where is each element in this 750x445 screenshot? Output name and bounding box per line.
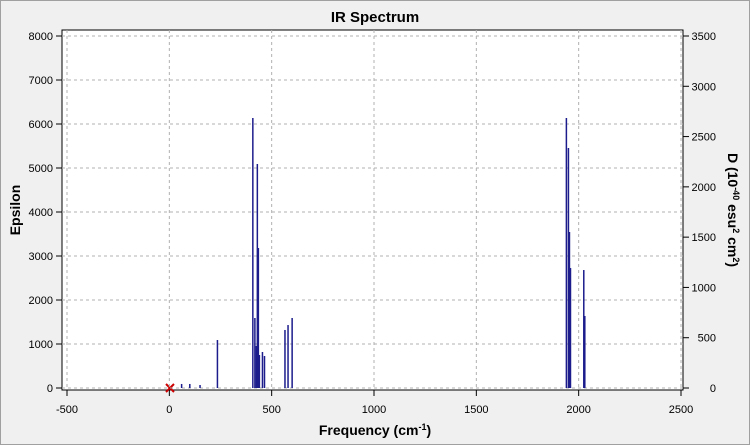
y-tick-label: 2000 <box>29 295 53 307</box>
y2label-part: -40 <box>731 187 741 200</box>
x-tick-label: 2000 <box>566 404 590 416</box>
y2-tick-label: 2000 <box>692 182 716 194</box>
x-tick-label: -500 <box>56 404 78 416</box>
xlabel-part: -1 <box>418 422 426 432</box>
x-tick-label: 2500 <box>669 404 693 416</box>
chart-title: IR Spectrum <box>331 9 419 26</box>
xlabel-part: Frequency (cm <box>319 422 419 438</box>
y2label-part: 2 <box>731 228 741 233</box>
y-tick-label: 1000 <box>29 339 53 351</box>
x-tick-label: 0 <box>166 404 172 416</box>
y2-axis-label: D (10-40 esu2 cm2) <box>725 153 741 267</box>
y-tick-label: 0 <box>47 383 53 395</box>
y-axis-label: Epsilon <box>7 185 23 236</box>
y2label-part: 2 <box>731 257 741 262</box>
y2-tick-label: 3000 <box>692 81 716 93</box>
y2-tick-label: 0 <box>710 383 716 395</box>
x-tick-label: 500 <box>262 404 280 416</box>
y2-tick-label: 1000 <box>692 282 716 294</box>
y-tick-label: 5000 <box>29 163 53 175</box>
y-tick-label: 4000 <box>29 207 53 219</box>
y2label-part: D (10 <box>725 153 741 187</box>
y2label-part: cm <box>725 233 741 257</box>
y2-tick-label: 1500 <box>692 232 716 244</box>
y2-tick-label: 500 <box>698 333 716 345</box>
plot-area <box>61 29 684 391</box>
xlabel-part: ) <box>426 422 431 438</box>
y-tick-label: 8000 <box>29 31 53 43</box>
x-tick-label: 1500 <box>464 404 488 416</box>
y2-tick-label: 2500 <box>692 132 716 144</box>
x-tick-label: 1000 <box>362 404 386 416</box>
y2label-part: ) <box>725 262 741 267</box>
y-tick-label: 3000 <box>29 251 53 263</box>
y2-tick-label: 3500 <box>692 31 716 43</box>
y2label-part: esu <box>725 200 741 228</box>
y-tick-label: 7000 <box>29 75 53 87</box>
x-axis-label: Frequency (cm-1) <box>319 422 431 438</box>
y-tick-label: 6000 <box>29 119 53 131</box>
